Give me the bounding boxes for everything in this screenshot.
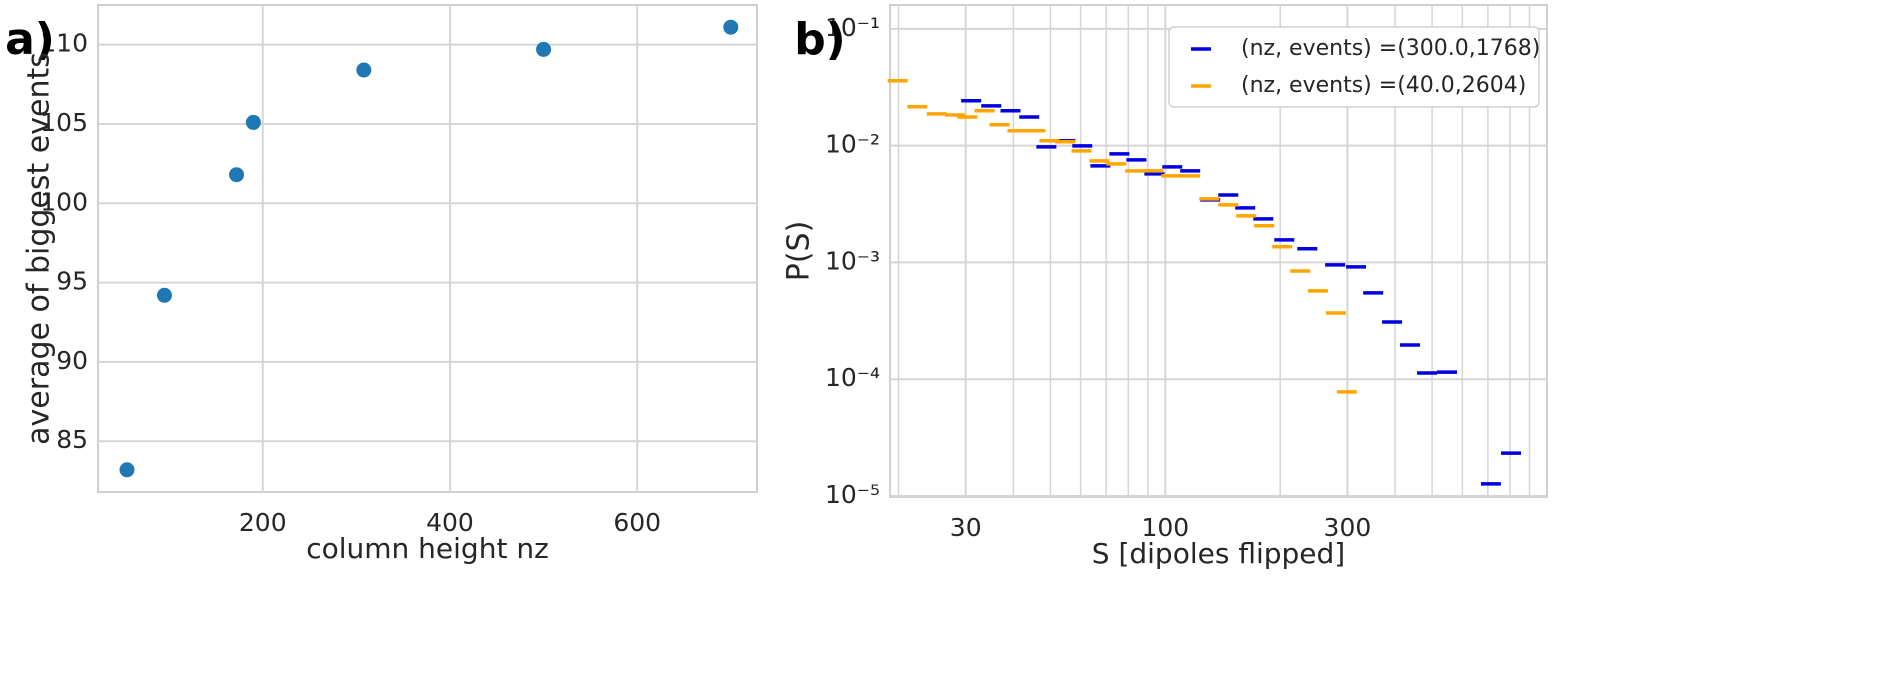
point [723, 19, 739, 35]
y-tick-label: 110 [40, 29, 88, 58]
point [119, 462, 135, 478]
y-tick-label: 10⁻⁴ [825, 363, 880, 392]
y-axis-label: average of biggest events [22, 52, 57, 445]
y-tick-label: 10⁻⁵ [825, 480, 880, 509]
legend-label: (nz, events) =(300.0,1768) [1241, 36, 1540, 61]
y-tick-label: 85 [56, 425, 88, 454]
x-tick-label: 200 [239, 508, 287, 537]
x-tick-label: 300 [1324, 513, 1372, 542]
panel-label: b) [794, 14, 846, 65]
point [356, 62, 372, 78]
y-tick-label: 100 [40, 187, 88, 216]
x-tick-label: 100 [1141, 513, 1189, 542]
point [156, 287, 172, 303]
x-tick-label: 600 [613, 508, 661, 537]
y-tick-label: 10⁻² [825, 130, 880, 159]
x-tick-label: 30 [950, 513, 982, 542]
y-tick-label: 10⁻¹ [825, 13, 880, 42]
x-axis-label: column height nz [306, 532, 549, 565]
x-tick-label: 400 [426, 508, 474, 537]
plot-area [97, 4, 758, 493]
legend-label: (nz, events) =(40.0,2604) [1241, 73, 1526, 98]
y-tick-label: 105 [40, 108, 88, 137]
panel-label: a) [5, 14, 55, 65]
point [245, 114, 261, 130]
y-axis-label: P(S) [782, 221, 817, 282]
point [229, 167, 245, 183]
y-tick-label: 95 [56, 267, 88, 296]
y-tick-label: 10⁻³ [825, 246, 880, 275]
point [536, 41, 552, 57]
x-axis-label: S [dipoles flipped] [1092, 537, 1345, 570]
legend-box [1168, 26, 1540, 108]
y-tick-label: 90 [56, 346, 88, 375]
